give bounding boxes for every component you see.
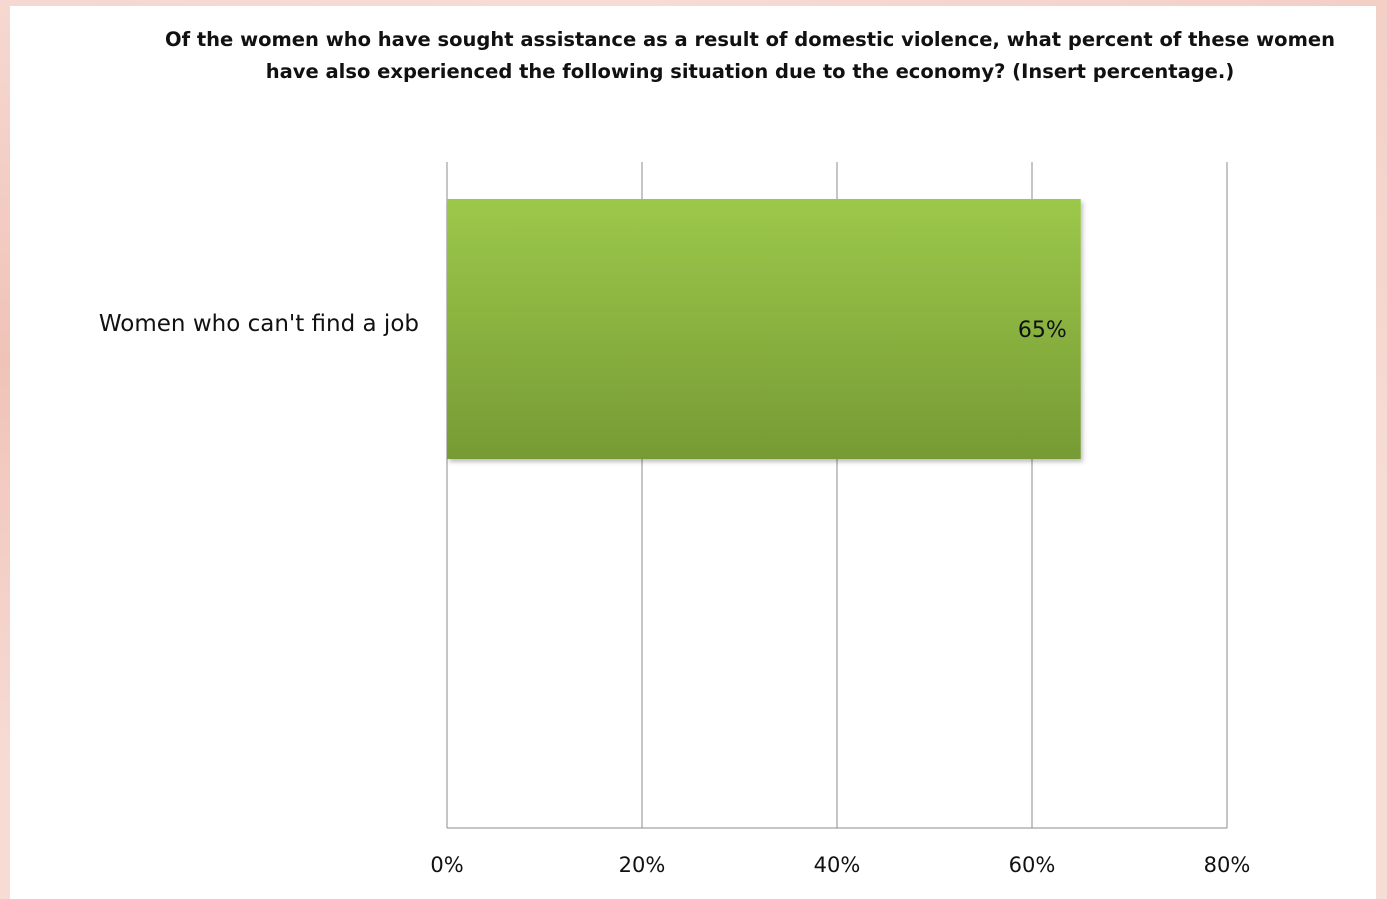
x-tick-label: 40% [814,853,861,877]
x-tick-label: 0% [430,853,463,877]
bars [447,199,1081,459]
category-label: Women who can't find a job [99,311,419,337]
x-tick-label: 20% [619,853,666,877]
x-tick-label: 60% [1009,853,1056,877]
chart-title: Of the women who have sought assistance … [165,28,1335,83]
bar-data-label: 65% [1018,318,1067,343]
x-tick-label: 80% [1204,853,1251,877]
bar [447,199,1081,459]
labels: 0% 20% 40% 60% 80% 65% Women who can't find a … [99,311,1250,877]
